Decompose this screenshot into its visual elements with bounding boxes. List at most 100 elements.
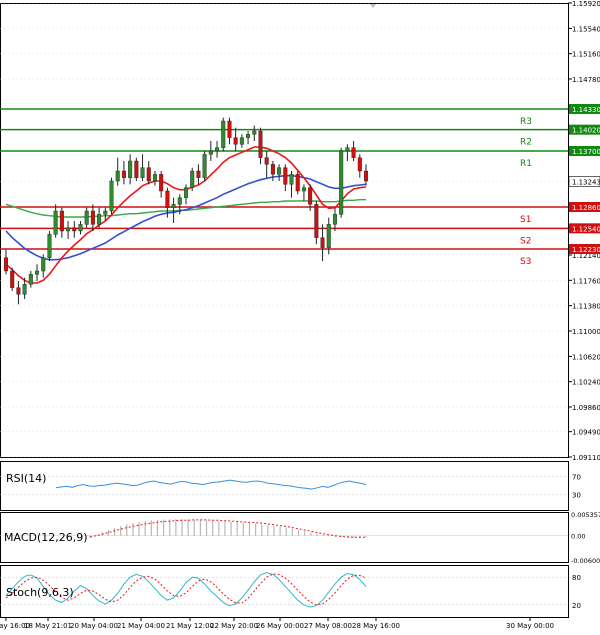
level-price-box <box>569 223 600 234</box>
price-panel-frame <box>0 3 569 458</box>
candle-body <box>103 210 108 215</box>
candle-body <box>28 274 33 285</box>
rsi-line <box>55 479 367 490</box>
candle-body <box>183 187 188 198</box>
candle-body <box>308 187 313 205</box>
scroll-marker-icon <box>370 4 376 8</box>
macd-tick-label: 0.005357 <box>571 511 600 519</box>
candle-body <box>345 147 350 152</box>
level-label-s1: S1 <box>520 215 531 225</box>
candle-body <box>72 227 77 232</box>
time-tick-label: 26 May 00:00 <box>256 622 304 630</box>
price-tick-label: 1.09490 <box>572 429 600 437</box>
level-price-box <box>569 202 600 212</box>
time-tick-label: 20 May 04:00 <box>70 622 118 630</box>
candle-body <box>41 257 46 272</box>
candle-body <box>252 130 257 135</box>
price-tick-label: 1.10240 <box>572 379 600 387</box>
candle-body <box>221 120 226 148</box>
price-tick-label: 1.09110 <box>572 454 600 462</box>
rsi-tick-label: 70 <box>572 474 581 482</box>
time-tick-label: 27 May 08:00 <box>304 622 352 630</box>
candle-body <box>208 150 213 155</box>
candle-body <box>10 270 15 288</box>
candle-body <box>53 210 58 235</box>
level-price-box <box>569 244 600 254</box>
candle-body <box>289 174 294 185</box>
candle-body <box>109 180 114 212</box>
candle-body <box>332 214 337 225</box>
level-label-r2: R2 <box>520 138 532 148</box>
candle-body <box>196 170 201 178</box>
price-tick-label: 1.11000 <box>572 328 600 336</box>
level-price-label: 1.14330 <box>572 106 600 114</box>
level-price-box <box>569 146 600 156</box>
candle-body <box>171 204 176 208</box>
candle-body <box>314 204 319 238</box>
stoch-main-line <box>5 572 367 608</box>
level-price-box <box>569 124 600 135</box>
price-tick-label: 1.11760 <box>572 277 600 285</box>
ma-mid-line <box>5 174 367 261</box>
candle-body <box>202 154 207 178</box>
candle-body <box>357 157 362 172</box>
candle-body <box>233 137 238 145</box>
stoch-tick-label: 20 <box>572 602 581 610</box>
candle-body <box>140 167 145 178</box>
time-tick-label: 18 May 21:01 <box>24 622 72 630</box>
time-tick-label: 21 May 04:00 <box>117 622 165 630</box>
candle-body <box>320 237 325 248</box>
candle-body <box>215 147 220 152</box>
time-tick-label: 19 May 16:00 <box>0 622 30 630</box>
time-tick-label: 21 May 12:00 <box>166 622 214 630</box>
candle-body <box>47 234 52 258</box>
price-tick-label: 1.10620 <box>572 353 600 361</box>
candle-body <box>22 284 27 295</box>
macd-label: MACD(12,26,9) <box>4 531 88 544</box>
candle-body <box>339 150 344 215</box>
candle-body <box>258 130 263 158</box>
candle-body <box>165 190 170 208</box>
macd-tick-label: -0.006002 <box>571 557 600 565</box>
candle-body <box>351 147 356 158</box>
candle-body <box>121 170 126 178</box>
level-label-r1: R1 <box>520 159 532 169</box>
candle-body <box>364 170 369 182</box>
candle-body <box>190 170 195 188</box>
price-tick-label: 1.15920 <box>572 0 600 8</box>
level-price-label: 1.14020 <box>572 127 600 135</box>
candle-body <box>295 174 300 192</box>
level-price-label: 1.13700 <box>572 148 600 156</box>
price-tick-label: 1.14780 <box>572 76 600 84</box>
level-price-box <box>569 104 600 114</box>
candle-body <box>283 167 288 185</box>
candle-body <box>246 134 251 138</box>
candle-body <box>227 120 232 138</box>
candle-body <box>78 224 83 232</box>
time-tick-label: 28 May 16:00 <box>352 622 400 630</box>
stoch-panel-frame <box>0 565 569 618</box>
level-price-label: 1.12860 <box>572 204 600 212</box>
level-price-label: 1.12540 <box>572 225 600 233</box>
candle-body <box>59 210 64 232</box>
candle-body <box>134 160 139 178</box>
level-price-label: 1.12230 <box>572 246 600 254</box>
stoch-signal-line <box>5 573 367 606</box>
macd-signal-line <box>89 519 366 538</box>
macd-tick-label: 0.00 <box>571 533 585 541</box>
candle-body <box>177 197 182 205</box>
candle-body <box>239 137 244 145</box>
candle-body <box>326 224 331 248</box>
current-price-label: 1.13243 <box>572 178 600 186</box>
time-tick-label: 30 May 00:00 <box>506 622 554 630</box>
level-label-s2: S2 <box>520 236 531 246</box>
candle-body <box>3 257 8 272</box>
candle-body <box>128 160 133 178</box>
rsi-panel-frame <box>0 461 569 511</box>
price-tick-label: 1.09860 <box>572 404 600 412</box>
rsi-tick-label: 30 <box>572 492 581 500</box>
candle-body <box>146 167 151 182</box>
candle-body <box>270 164 275 175</box>
